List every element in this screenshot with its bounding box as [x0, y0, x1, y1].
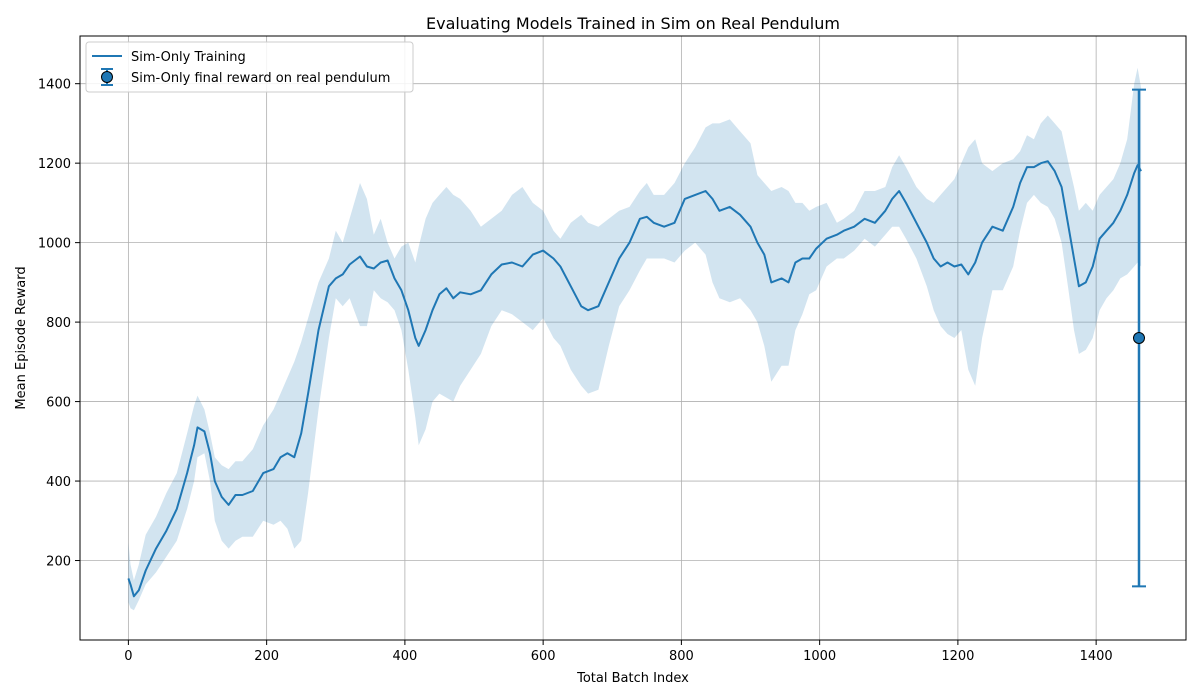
legend: Sim-Only Training Sim-Only final reward … [85, 41, 414, 93]
x-tick-label: 400 [392, 649, 417, 664]
legend-label-training: Sim-Only Training [131, 50, 246, 65]
x-tick-label: 800 [669, 649, 694, 664]
x-tick-label: 0 [124, 649, 132, 664]
y-tick-label: 1000 [38, 237, 71, 252]
errorbar-point [1132, 332, 1145, 344]
y-axis-label: Mean Episode Reward [14, 266, 29, 409]
x-tick-label: 1400 [1080, 649, 1113, 664]
legend-errorbar-swatch [101, 68, 113, 86]
y-tick-label: 1200 [38, 157, 71, 172]
x-axis-ticks: 0 200 400 600 800 1000 1200 1400 [124, 640, 1113, 664]
x-tick-label: 600 [531, 649, 556, 664]
legend-label-final-reward: Sim-Only final reward on real pendulum [131, 71, 390, 86]
x-axis-label: Total Batch Index [576, 671, 689, 686]
x-tick-label: 1200 [941, 649, 974, 664]
y-tick-label: 600 [46, 396, 71, 411]
y-tick-label: 200 [46, 555, 71, 570]
confidence-band [128, 67, 1142, 611]
y-axis-ticks: 200 400 600 800 1000 1200 1400 [38, 78, 80, 570]
x-tick-label: 1000 [803, 649, 836, 664]
series-line-sim-only-training [127, 160, 1142, 598]
errorbar-group [1131, 88, 1146, 588]
legend-box [85, 41, 414, 93]
x-tick-label: 200 [254, 649, 279, 664]
plot-background [80, 36, 1186, 640]
plot-frame [79, 35, 1187, 641]
chart-title: Evaluating Models Trained in Sim on Real… [426, 14, 840, 33]
std-band-area [128, 67, 1142, 611]
y-tick-label: 400 [46, 475, 71, 490]
y-tick-label: 800 [46, 316, 71, 331]
grid [80, 36, 1186, 640]
y-tick-label: 1400 [38, 78, 71, 93]
series-lines [127, 160, 1142, 598]
